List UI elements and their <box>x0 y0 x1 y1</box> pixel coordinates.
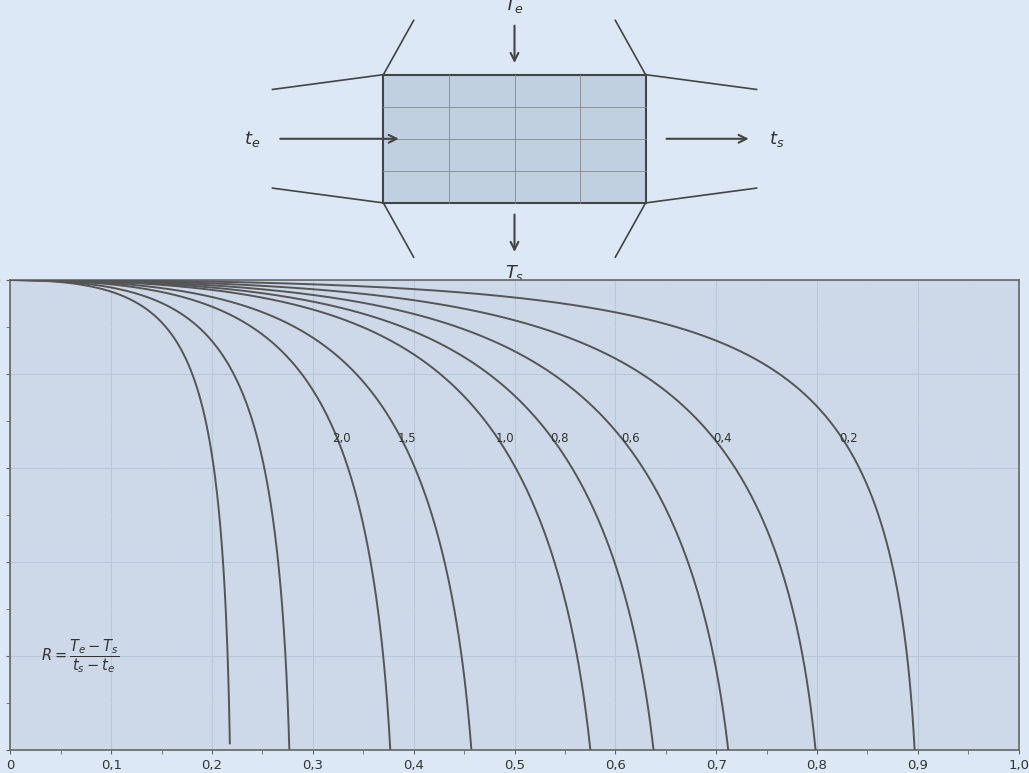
Text: 1,0: 1,0 <box>495 432 514 445</box>
Text: $R = \dfrac{T_e - T_s}{t_s - t_e}$: $R = \dfrac{T_e - T_s}{t_s - t_e}$ <box>40 637 119 675</box>
Text: 0,4: 0,4 <box>713 432 732 445</box>
Text: $T_s$: $T_s$ <box>505 263 524 283</box>
Text: 0,2: 0,2 <box>840 432 858 445</box>
Text: 1,5: 1,5 <box>397 432 416 445</box>
Text: 0,6: 0,6 <box>620 432 639 445</box>
Text: $t_e$: $t_e$ <box>244 129 260 148</box>
Text: $t_s$: $t_s$ <box>769 129 784 148</box>
Text: 2,0: 2,0 <box>332 432 351 445</box>
Text: $T_e$: $T_e$ <box>504 0 525 15</box>
Text: 0,8: 0,8 <box>551 432 569 445</box>
Bar <box>384 75 645 203</box>
